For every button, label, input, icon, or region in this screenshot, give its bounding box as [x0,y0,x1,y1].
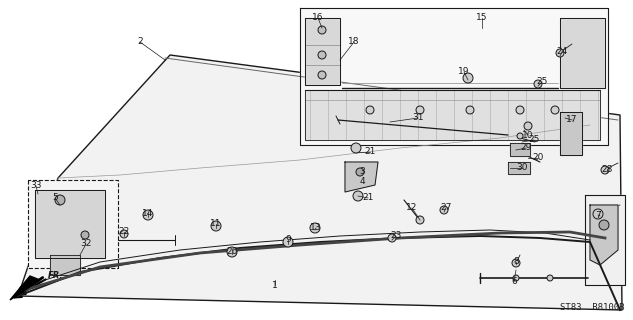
Circle shape [81,231,89,239]
Polygon shape [508,162,530,174]
Text: 26: 26 [227,247,237,257]
Text: 2: 2 [137,37,143,46]
Text: ST83  B8100B: ST83 B8100B [560,303,625,312]
Circle shape [416,106,424,114]
Circle shape [513,275,519,281]
Text: FR.: FR. [48,270,63,279]
Text: 11: 11 [210,220,222,228]
Circle shape [351,143,361,153]
Circle shape [524,122,532,130]
Text: 5: 5 [52,194,58,203]
Circle shape [593,209,603,219]
Circle shape [120,230,128,238]
Circle shape [356,168,364,176]
Circle shape [388,234,396,242]
Text: 21: 21 [365,148,376,156]
Circle shape [310,223,320,233]
Text: 27: 27 [441,204,452,212]
Text: 31: 31 [412,114,423,123]
Circle shape [599,220,609,230]
Circle shape [318,26,326,34]
Polygon shape [510,143,530,156]
Text: 3: 3 [359,167,365,177]
Circle shape [143,210,153,220]
Text: 4: 4 [359,178,365,187]
Text: 7: 7 [595,211,601,220]
Circle shape [227,247,237,257]
Text: 33: 33 [30,181,42,190]
Polygon shape [345,162,378,192]
Text: 30: 30 [517,164,528,172]
Polygon shape [585,195,625,285]
Text: 19: 19 [458,68,470,76]
Polygon shape [300,8,608,145]
Circle shape [366,106,374,114]
Polygon shape [560,18,605,88]
Text: 16: 16 [312,13,323,22]
Text: 28: 28 [601,165,613,174]
Circle shape [534,80,542,88]
Circle shape [416,216,424,224]
Polygon shape [50,255,80,275]
Text: 8: 8 [513,258,519,267]
Circle shape [512,259,520,267]
Circle shape [440,206,448,214]
Circle shape [547,275,553,281]
Circle shape [463,73,473,83]
Circle shape [601,166,609,174]
Text: 32: 32 [80,239,92,249]
Circle shape [318,71,326,79]
Text: 18: 18 [348,37,360,46]
Text: 22: 22 [118,228,130,236]
Circle shape [516,106,524,114]
Circle shape [318,51,326,59]
Text: 25: 25 [536,77,548,86]
Circle shape [55,195,65,205]
Text: 1: 1 [272,281,278,290]
Polygon shape [35,190,105,258]
Text: 23: 23 [391,231,402,241]
Circle shape [283,237,293,247]
Text: 17: 17 [567,116,578,124]
Circle shape [211,221,221,231]
Text: 9: 9 [285,236,291,244]
Text: 29: 29 [520,143,532,153]
Circle shape [517,133,523,139]
Text: 13: 13 [310,223,322,233]
Text: 6: 6 [511,277,517,286]
Polygon shape [18,55,622,310]
Polygon shape [10,276,40,300]
Polygon shape [305,18,340,85]
Text: 24: 24 [556,47,568,57]
Circle shape [556,49,564,57]
Text: 12: 12 [406,204,418,212]
Text: 25: 25 [529,135,540,145]
Circle shape [466,106,474,114]
Text: 21: 21 [362,194,373,203]
Text: 20: 20 [532,154,544,163]
Circle shape [353,191,363,201]
Polygon shape [560,112,582,155]
Polygon shape [590,205,618,265]
Text: 15: 15 [476,13,488,22]
Text: 14: 14 [142,209,154,218]
Text: 10: 10 [522,131,534,140]
Circle shape [551,106,559,114]
Polygon shape [305,90,600,140]
Polygon shape [28,180,118,268]
